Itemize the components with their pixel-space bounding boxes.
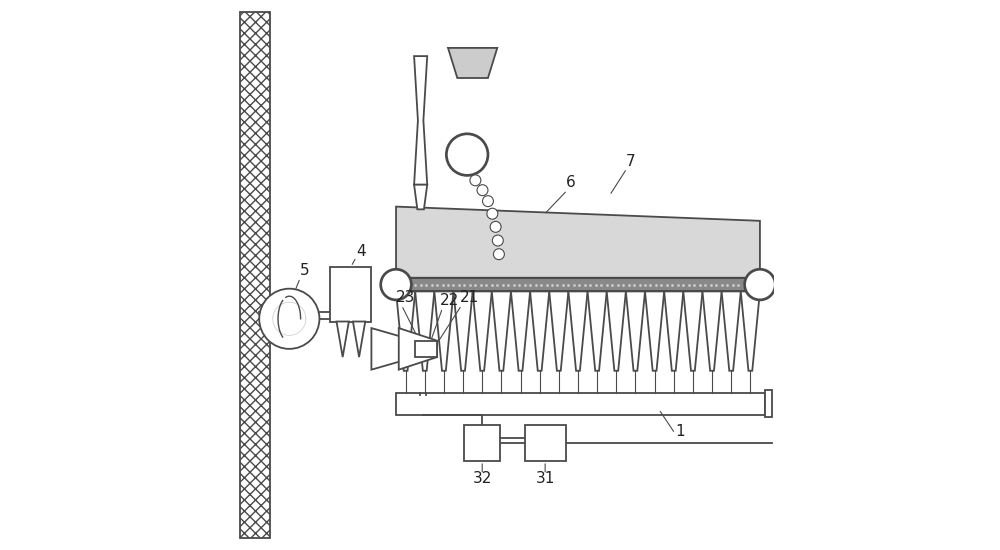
Circle shape: [745, 270, 775, 300]
Text: 31: 31: [535, 471, 555, 486]
Polygon shape: [448, 48, 497, 78]
Polygon shape: [722, 292, 741, 371]
Polygon shape: [396, 292, 415, 371]
Polygon shape: [683, 292, 702, 371]
Polygon shape: [511, 292, 530, 371]
Polygon shape: [588, 292, 607, 371]
Bar: [396, 278, 760, 292]
Circle shape: [477, 185, 488, 196]
Circle shape: [381, 270, 411, 300]
Polygon shape: [473, 292, 492, 371]
Text: 32: 32: [473, 471, 492, 486]
Bar: [396, 393, 765, 415]
Polygon shape: [415, 292, 434, 371]
Polygon shape: [607, 292, 626, 371]
Text: 7: 7: [626, 153, 635, 168]
Text: 5: 5: [300, 263, 310, 278]
Polygon shape: [353, 322, 365, 357]
Circle shape: [493, 249, 504, 260]
Polygon shape: [645, 292, 664, 371]
Polygon shape: [549, 292, 568, 371]
Polygon shape: [741, 292, 760, 371]
Polygon shape: [337, 322, 349, 357]
Polygon shape: [626, 292, 645, 371]
Polygon shape: [371, 328, 415, 370]
Circle shape: [259, 289, 319, 349]
Circle shape: [482, 196, 493, 207]
Text: 1: 1: [675, 425, 685, 439]
Polygon shape: [414, 56, 427, 185]
Polygon shape: [399, 328, 437, 370]
Text: 4: 4: [356, 244, 366, 259]
Circle shape: [490, 221, 501, 232]
Bar: [330, 267, 371, 322]
Bar: [240, 12, 270, 538]
Text: 21: 21: [460, 290, 479, 305]
Text: 23: 23: [396, 290, 415, 305]
Circle shape: [446, 134, 488, 175]
Polygon shape: [492, 292, 511, 371]
Bar: [525, 426, 566, 461]
Circle shape: [492, 235, 503, 246]
Polygon shape: [434, 292, 453, 371]
Polygon shape: [664, 292, 683, 371]
Polygon shape: [530, 292, 549, 371]
Circle shape: [470, 175, 481, 186]
Circle shape: [487, 208, 498, 219]
Polygon shape: [453, 292, 473, 371]
Bar: [765, 390, 772, 417]
Polygon shape: [702, 292, 722, 371]
Text: 22: 22: [440, 293, 459, 308]
Bar: [464, 426, 500, 461]
Bar: [415, 340, 437, 357]
Text: 6: 6: [566, 175, 575, 190]
Polygon shape: [414, 185, 427, 210]
Polygon shape: [568, 292, 588, 371]
Polygon shape: [396, 207, 760, 278]
